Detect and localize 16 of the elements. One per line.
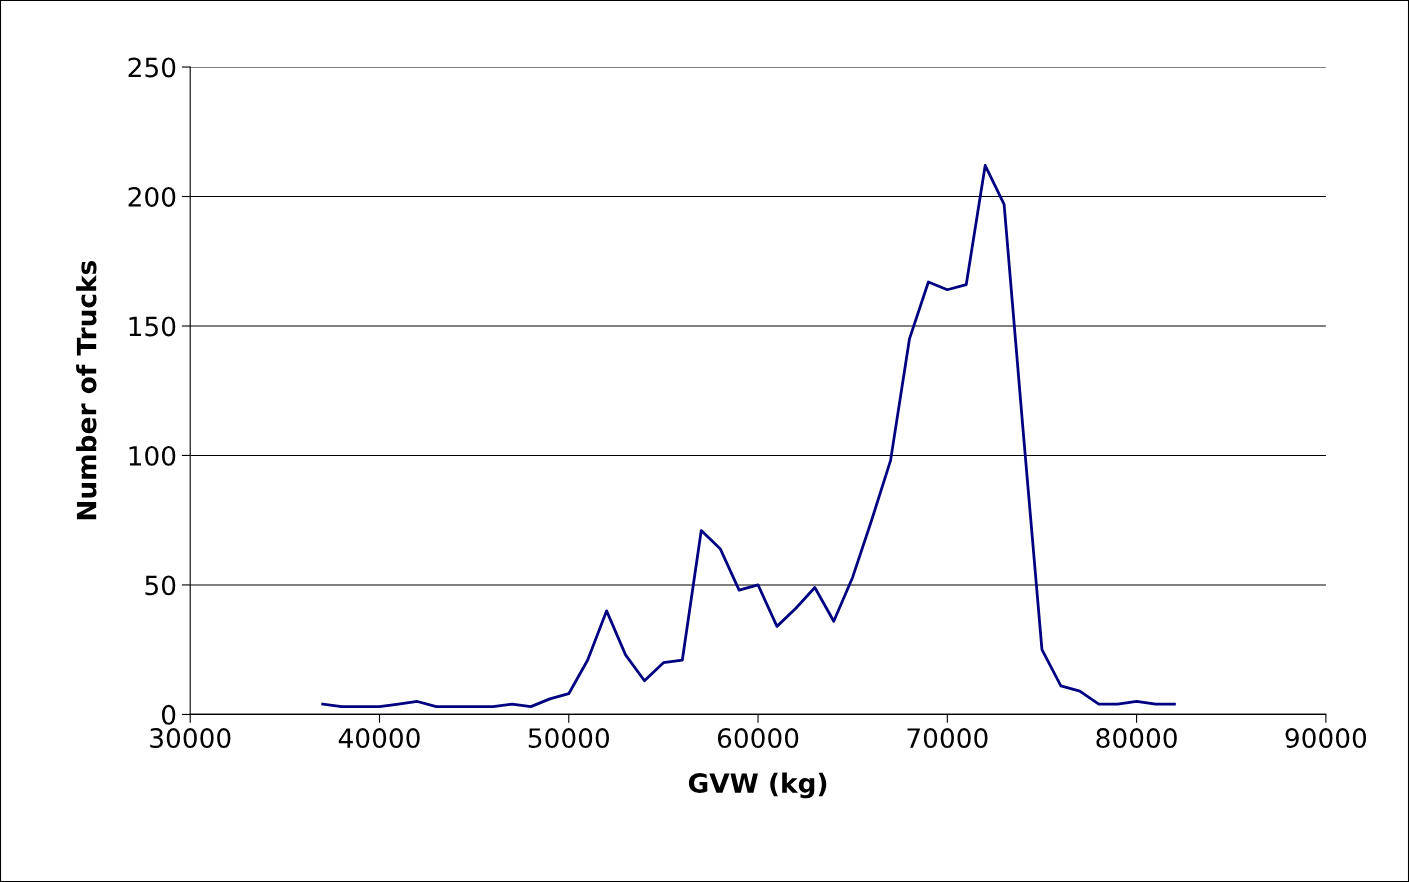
- y-axis-title: Number of Trucks: [76, 261, 97, 520]
- x-tick-label: 30000: [150, 728, 231, 749]
- y-tick-label: 250: [128, 57, 176, 78]
- x-axis-title: GVW (kg): [688, 772, 827, 799]
- x-tick-label: 80000: [1096, 728, 1177, 749]
- y-tick-label: 150: [129, 316, 176, 337]
- y-tick-label: 50: [145, 575, 176, 596]
- x-tick-label: 70000: [907, 728, 988, 749]
- line-series: [321, 164, 1176, 709]
- x-tick-label: 40000: [338, 728, 420, 749]
- y-tick-label: 200: [128, 186, 176, 207]
- x-tick-label: 90000: [1285, 728, 1367, 749]
- y-tick-label: 100: [129, 445, 176, 466]
- x-tick-label: 50000: [528, 728, 609, 749]
- x-tick-label: 60000: [717, 728, 799, 749]
- y-tick-label: 0: [161, 704, 176, 725]
